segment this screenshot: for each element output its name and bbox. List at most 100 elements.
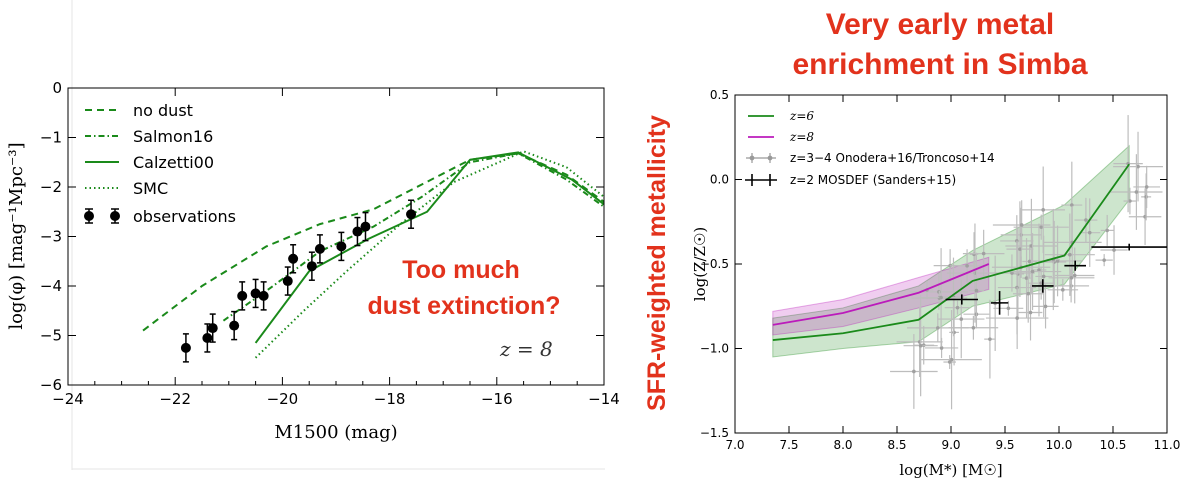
gray-marker — [1134, 190, 1139, 194]
mosdef-point — [1032, 279, 1054, 293]
x-tick-label: −14 — [588, 390, 620, 408]
x-tick-label: 8.5 — [887, 438, 906, 452]
gray-marker — [959, 317, 964, 321]
series-line-z6 — [772, 163, 1130, 341]
y-tick-label: 0.0 — [710, 173, 729, 187]
observation-marker — [250, 288, 261, 299]
gray-observation — [1095, 254, 1113, 267]
x-tick-label: 7.0 — [725, 438, 744, 452]
gray-marker — [1026, 291, 1031, 296]
gray-observation — [1055, 247, 1095, 304]
gray-marker — [1128, 199, 1132, 203]
left-x-axis-label: M1500 (mag) — [274, 422, 397, 443]
gray-observation — [944, 300, 971, 315]
x-tick-label: 8.0 — [833, 438, 852, 452]
metallicity-chart: Very early metal enrichment in Simba 7.0… — [691, 8, 1180, 479]
luminosity-function-chart: −24 −22 −20 −18 −16 −14 0 −1 −2 −3 −4 −5 −6 no dust … — [6, 79, 620, 443]
gray-marker — [1041, 274, 1046, 279]
legend-onodera: z=3−4 Onodera+16/Troncoso+14 — [790, 151, 995, 165]
gray-observation — [1031, 223, 1047, 317]
y-tick-label: −1.0 — [700, 342, 729, 356]
observation-point — [237, 281, 248, 311]
gray-observation — [1100, 214, 1114, 246]
legend-gray-marker — [746, 153, 776, 163]
gray-marker — [1087, 230, 1092, 235]
x-tick-label: −24 — [52, 390, 84, 408]
legend-mosdef-marker — [745, 174, 777, 186]
right-title-line1: Very early metal — [826, 8, 1055, 41]
observation-marker — [306, 261, 317, 272]
right-x-axis-label: log(M*) [M☉] — [899, 461, 1002, 479]
x-tick-label: 10.0 — [1046, 438, 1073, 452]
legend-observations: observations — [133, 207, 236, 226]
gray-observation — [1044, 213, 1095, 296]
legend-z8: z=8 — [789, 130, 814, 144]
observation-marker — [258, 290, 269, 301]
legend-salmon16: Salmon16 — [133, 127, 213, 146]
annotation-line1: Too much — [402, 256, 520, 284]
gray-observation — [1013, 214, 1069, 240]
gray-marker — [1043, 304, 1048, 309]
annotation-line2: dust extinction? — [367, 292, 560, 320]
gray-marker — [952, 330, 956, 335]
observation-marker — [282, 276, 293, 287]
x-tick-label: 7.5 — [779, 438, 798, 452]
gray-marker — [1037, 268, 1041, 272]
observation-point — [202, 323, 213, 353]
x-tick-label: −16 — [481, 390, 513, 408]
series-line-salmon16 — [222, 152, 605, 322]
gray-observation — [920, 248, 962, 347]
gray-observation — [962, 229, 1005, 278]
gray-marker — [1041, 208, 1045, 212]
gray-marker — [1015, 316, 1019, 320]
gray-observation — [985, 287, 1049, 350]
gray-observation — [903, 295, 938, 397]
observation-marker — [202, 332, 213, 343]
legend-z6: z=6 — [789, 109, 814, 123]
y-tick-label: −6 — [40, 376, 62, 394]
y-tick-label: −3 — [40, 228, 62, 246]
legend-mosdef: z=2 MOSDEF (Sanders+15) — [790, 173, 956, 187]
y-tick-label: −4 — [40, 277, 62, 295]
gray-marker — [955, 305, 960, 310]
gray-marker — [1018, 247, 1022, 251]
gray-observation — [949, 249, 985, 283]
y-tick-label: −2 — [40, 178, 62, 196]
gray-marker — [1112, 248, 1116, 252]
gray-marker — [947, 360, 952, 364]
gray-marker — [1136, 164, 1140, 169]
observation-point — [288, 244, 299, 274]
gray-observation — [968, 252, 985, 329]
gray-observation — [984, 299, 996, 379]
gray-observation — [1100, 225, 1128, 275]
gray-marker — [935, 326, 940, 330]
observation-marker — [352, 226, 363, 237]
y-tick-label: −0.5 — [700, 257, 729, 271]
gray-marker — [1027, 259, 1032, 264]
mosdef-point — [990, 291, 1009, 315]
gray-marker — [1068, 252, 1072, 257]
observation-marker — [336, 241, 347, 252]
right-legend: z=6 z=8 z=3−4 Onodera+16/Troncoso+14 z=2… — [745, 109, 995, 187]
observation-point — [180, 333, 191, 363]
gray-marker — [974, 288, 979, 293]
gray-marker — [1144, 185, 1149, 189]
gray-marker — [1030, 269, 1035, 274]
gray-observation — [1113, 131, 1163, 202]
gray-observation — [992, 200, 1051, 250]
gray-marker — [981, 251, 986, 256]
gray-marker — [1006, 306, 1011, 311]
gray-marker — [965, 264, 969, 268]
gray-observation — [1021, 166, 1065, 254]
series-line-smc — [254, 150, 605, 359]
gray-marker — [1061, 288, 1065, 292]
gray-marker — [1105, 228, 1109, 233]
observation-point — [336, 231, 347, 262]
gray-marker — [939, 295, 943, 300]
series-line-z8 — [772, 263, 990, 326]
gray-observation — [993, 300, 1024, 316]
mosdef-point — [1091, 243, 1167, 251]
gray-observation — [1022, 238, 1031, 319]
observation-marker — [207, 323, 218, 334]
